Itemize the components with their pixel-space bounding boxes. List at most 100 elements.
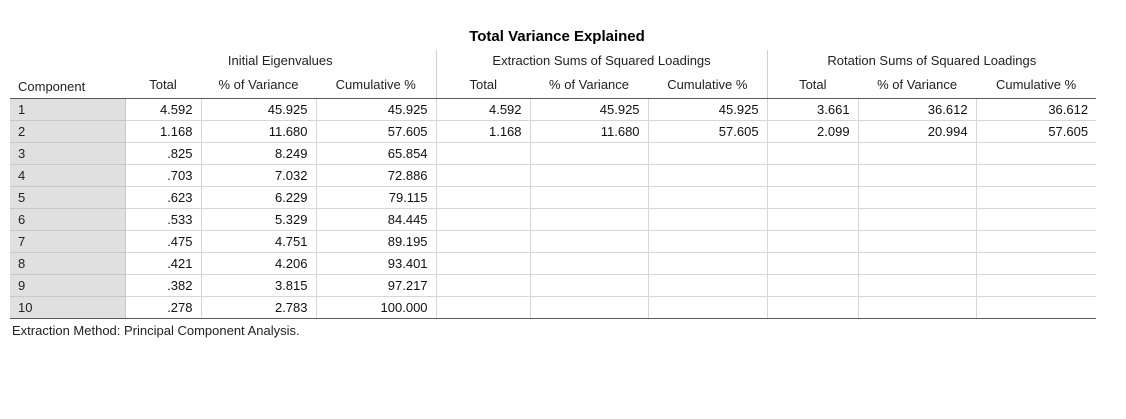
table-row: 2 1.168 11.680 57.605 1.168 11.680 57.60… [10, 120, 1097, 143]
extraction-total-cell [436, 252, 531, 275]
component-label: 5 [10, 186, 126, 209]
table-body: 1 4.592 45.925 45.925 4.592 45.925 45.92… [10, 98, 1097, 319]
column-header-rotation-pct-variance: % of Variance [858, 72, 977, 99]
initial-total-cell: .278 [125, 296, 202, 319]
rotation-total-cell [767, 208, 859, 231]
initial-pct-variance-cell: 8.249 [201, 142, 317, 165]
table-row: 9 .382 3.815 97.217 [10, 274, 1097, 297]
initial-cumulative-cell: 93.401 [316, 252, 437, 275]
initial-pct-variance-cell: 5.329 [201, 208, 317, 231]
extraction-cumulative-cell: 57.605 [648, 120, 768, 143]
extraction-total-cell [436, 230, 531, 253]
extraction-total-cell [436, 186, 531, 209]
table-row: 5 .623 6.229 79.115 [10, 186, 1097, 209]
rotation-pct-variance-cell [858, 208, 977, 231]
rotation-pct-variance-cell [858, 230, 977, 253]
table-row: 8 .421 4.206 93.401 [10, 252, 1097, 275]
extraction-pct-variance-cell: 45.925 [530, 98, 649, 121]
table-header: Component Initial Eigenvalues Extraction… [10, 50, 1097, 99]
table-row: 1 4.592 45.925 45.925 4.592 45.925 45.92… [10, 98, 1097, 121]
rotation-pct-variance-cell: 20.994 [858, 120, 977, 143]
component-label: 2 [10, 120, 126, 143]
initial-total-cell: .825 [125, 142, 202, 165]
column-header-extraction-total: Total [436, 72, 531, 99]
extraction-total-cell: 4.592 [436, 98, 531, 121]
column-header-initial-cumulative: Cumulative % [316, 72, 437, 99]
column-header-component: Component [10, 50, 125, 99]
rotation-total-cell [767, 230, 859, 253]
component-label: 10 [10, 296, 126, 319]
initial-cumulative-cell: 97.217 [316, 274, 437, 297]
extraction-pct-variance-cell [530, 186, 649, 209]
variance-table: Component Initial Eigenvalues Extraction… [10, 50, 1097, 319]
column-header-initial-total: Total [125, 72, 201, 99]
group-header-initial-eigenvalues: Initial Eigenvalues [125, 50, 437, 72]
rotation-cumulative-cell [976, 142, 1097, 165]
initial-total-cell: .475 [125, 230, 202, 253]
rotation-cumulative-cell [976, 230, 1097, 253]
rotation-pct-variance-cell [858, 252, 977, 275]
extraction-total-cell [436, 208, 531, 231]
initial-pct-variance-cell: 11.680 [201, 120, 317, 143]
rotation-total-cell [767, 186, 859, 209]
extraction-cumulative-cell [648, 274, 768, 297]
rotation-cumulative-cell [976, 296, 1097, 319]
extraction-cumulative-cell [648, 296, 768, 319]
rotation-pct-variance-cell [858, 164, 977, 187]
table-row: 6 .533 5.329 84.445 [10, 208, 1097, 231]
rotation-pct-variance-cell [858, 142, 977, 165]
extraction-pct-variance-cell [530, 230, 649, 253]
rotation-total-cell [767, 252, 859, 275]
initial-total-cell: 4.592 [125, 98, 202, 121]
rotation-cumulative-cell [976, 186, 1097, 209]
extraction-cumulative-cell [648, 230, 768, 253]
extraction-pct-variance-cell: 11.680 [530, 120, 649, 143]
extraction-pct-variance-cell [530, 142, 649, 165]
rotation-total-cell: 2.099 [767, 120, 859, 143]
extraction-cumulative-cell [648, 164, 768, 187]
rotation-pct-variance-cell: 36.612 [858, 98, 977, 121]
extraction-total-cell [436, 296, 531, 319]
table-footnote: Extraction Method: Principal Component A… [12, 323, 300, 338]
rotation-pct-variance-cell [858, 186, 977, 209]
initial-pct-variance-cell: 2.783 [201, 296, 317, 319]
rotation-cumulative-cell: 57.605 [976, 120, 1097, 143]
rotation-total-cell [767, 164, 859, 187]
extraction-total-cell [436, 142, 531, 165]
initial-cumulative-cell: 72.886 [316, 164, 437, 187]
initial-pct-variance-cell: 4.751 [201, 230, 317, 253]
group-header-rotation-sums: Rotation Sums of Squared Loadings [827, 53, 1037, 68]
rotation-pct-variance-cell [858, 296, 977, 319]
component-label: 1 [10, 98, 126, 121]
initial-cumulative-cell: 45.925 [316, 98, 437, 121]
initial-total-cell: 1.168 [125, 120, 202, 143]
initial-cumulative-cell: 57.605 [316, 120, 437, 143]
component-label: 4 [10, 164, 126, 187]
component-label: 8 [10, 252, 126, 275]
initial-cumulative-cell: 79.115 [316, 186, 437, 209]
extraction-pct-variance-cell [530, 296, 649, 319]
table-title: Total Variance Explained [469, 28, 645, 45]
column-header-extraction-cumulative: Cumulative % [648, 72, 768, 99]
component-label: 7 [10, 230, 126, 253]
rotation-pct-variance-cell [858, 274, 977, 297]
table-row: 4 .703 7.032 72.886 [10, 164, 1097, 187]
extraction-total-cell [436, 164, 531, 187]
extraction-cumulative-cell [648, 142, 768, 165]
initial-total-cell: .382 [125, 274, 202, 297]
column-header-rotation-cumulative: Cumulative % [976, 72, 1097, 99]
rotation-total-cell [767, 142, 859, 165]
extraction-pct-variance-cell [530, 252, 649, 275]
table-row: 10 .278 2.783 100.000 [10, 296, 1097, 319]
extraction-pct-variance-cell [530, 274, 649, 297]
rotation-total-cell [767, 296, 859, 319]
extraction-cumulative-cell: 45.925 [648, 98, 768, 121]
group-header-extraction-sums: Extraction Sums of Squared Loadings [436, 50, 768, 72]
component-label: 6 [10, 208, 126, 231]
extraction-cumulative-cell [648, 208, 768, 231]
initial-total-cell: .703 [125, 164, 202, 187]
extraction-cumulative-cell [648, 186, 768, 209]
component-label: 9 [10, 274, 126, 297]
initial-pct-variance-cell: 6.229 [201, 186, 317, 209]
initial-total-cell: .533 [125, 208, 202, 231]
